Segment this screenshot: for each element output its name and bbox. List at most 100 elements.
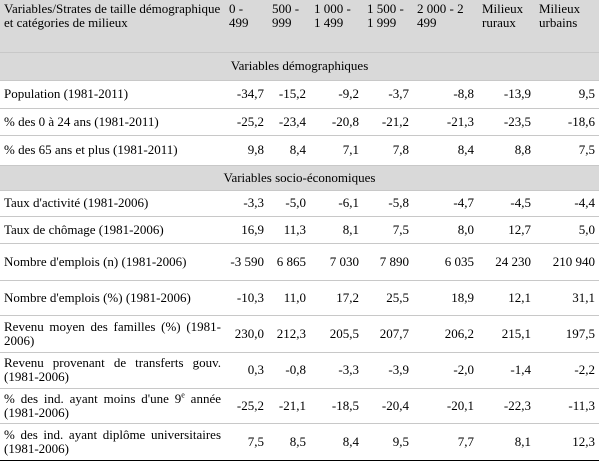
cell-value: 8,4 <box>268 134 310 165</box>
column-header: 0 - 499 <box>225 0 268 52</box>
data-row: Population (1981-2011) -34,7 -15,2 -9,2 -3,7… <box>0 79 599 108</box>
column-header: Milieux ruraux <box>478 0 535 52</box>
cell-value: 8,1 <box>478 422 535 461</box>
cell-value: 207,7 <box>363 314 413 352</box>
cell-value: -5,8 <box>363 189 413 216</box>
row-label: % des ind. ayant diplôme universitaires … <box>0 422 225 461</box>
row-label: % des ind. ayant moins d'une 9e année (1… <box>0 387 225 423</box>
section-title: Variables démographiques <box>0 51 599 80</box>
data-row: Nombre d'emplois (%) (1981-2006) -10,3 11,… <box>0 279 599 315</box>
section-title: Variables socio-économiques <box>0 164 599 190</box>
cell-value: -10,3 <box>225 279 268 315</box>
section-row: Variables démographiques <box>0 51 599 80</box>
data-row: % des ind. ayant diplôme universitaires … <box>0 422 599 461</box>
row-label: Taux de chômage (1981-2006) <box>0 215 225 243</box>
cell-value: 7,5 <box>363 215 413 243</box>
cell-value: 17,2 <box>310 279 363 315</box>
cell-value: 8,5 <box>268 422 310 461</box>
row-label: Revenu moyen des familles (%) (1981-2006… <box>0 314 225 352</box>
data-row: Revenu provenant de transferts gouv. (19… <box>0 351 599 388</box>
cell-value: 9,8 <box>225 134 268 165</box>
cell-value: -5,0 <box>268 189 310 216</box>
data-row: % des 0 à 24 ans (1981-2011) -25,2 -23,4 -2… <box>0 107 599 135</box>
cell-value: 7 890 <box>363 242 413 280</box>
cell-value: -11,3 <box>535 387 599 423</box>
cell-value: -20,8 <box>310 107 363 135</box>
cell-value: 5,0 <box>535 215 599 243</box>
cell-value: -34,7 <box>225 79 268 108</box>
data-row: Taux de chômage (1981-2006) 16,9 11,3 8,1 7,… <box>0 215 599 243</box>
cell-value: 31,1 <box>535 279 599 315</box>
cell-value: -20,1 <box>413 387 478 423</box>
cell-value: -21,2 <box>363 107 413 135</box>
cell-value: -3,3 <box>225 189 268 216</box>
cell-value: 7,8 <box>363 134 413 165</box>
cell-value: 18,9 <box>413 279 478 315</box>
data-row: % des ind. ayant moins d'une 9e année (1… <box>0 387 599 423</box>
cell-value: -4,7 <box>413 189 478 216</box>
cell-value: 9,5 <box>363 422 413 461</box>
cell-value: -23,5 <box>478 107 535 135</box>
cell-value: -6,1 <box>310 189 363 216</box>
cell-value: 8,4 <box>413 134 478 165</box>
cell-value: 215,1 <box>478 314 535 352</box>
cell-value: 12,7 <box>478 215 535 243</box>
cell-value: 12,3 <box>535 422 599 461</box>
cell-value: -25,2 <box>225 387 268 423</box>
cell-value: -3,9 <box>363 351 413 388</box>
row-label: Nombre d'emplois (n) (1981-2006) <box>0 242 225 280</box>
cell-value: 7,7 <box>413 422 478 461</box>
row-label: Population (1981-2011) <box>0 79 225 108</box>
cell-value: 0,3 <box>225 351 268 388</box>
cell-value: -1,4 <box>478 351 535 388</box>
column-header: 2 000 - 2 499 <box>413 0 478 52</box>
cell-value: 11,3 <box>268 215 310 243</box>
cell-value: 8,1 <box>310 215 363 243</box>
cell-value: 9,5 <box>535 79 599 108</box>
cell-value: -23,4 <box>268 107 310 135</box>
column-header: 1 500 - 1 999 <box>363 0 413 52</box>
cell-value: 7,5 <box>535 134 599 165</box>
cell-value: 25,5 <box>363 279 413 315</box>
data-row: Nombre d'emplois (n) (1981-2006) -3 590 6 … <box>0 242 599 280</box>
cell-value: -3,3 <box>310 351 363 388</box>
cell-value: 230,0 <box>225 314 268 352</box>
cell-value: -3,7 <box>363 79 413 108</box>
row-label: Taux d'activité (1981-2006) <box>0 189 225 216</box>
cell-value: -22,3 <box>478 387 535 423</box>
label-part: e <box>181 390 185 400</box>
cell-value: 6 865 <box>268 242 310 280</box>
section-row: Variables socio-économiques <box>0 164 599 190</box>
cell-value: 24 230 <box>478 242 535 280</box>
cell-value: 7,1 <box>310 134 363 165</box>
cell-value: -15,2 <box>268 79 310 108</box>
row-label: % des 0 à 24 ans (1981-2011) <box>0 107 225 135</box>
cell-value: 7,5 <box>225 422 268 461</box>
row-label: % des 65 ans et plus (1981-2011) <box>0 134 225 165</box>
column-header: Variables/Strates de taille démographiqu… <box>0 0 225 52</box>
data-row: Taux d'activité (1981-2006) -3,3 -5,0 -6,1-… <box>0 189 599 216</box>
cell-value: -20,4 <box>363 387 413 423</box>
cell-value: -3 590 <box>225 242 268 280</box>
column-header: Milieux urbains <box>535 0 599 52</box>
cell-value: -18,5 <box>310 387 363 423</box>
cell-value: -9,2 <box>310 79 363 108</box>
cell-value: 210 940 <box>535 242 599 280</box>
row-label: Revenu provenant de transferts gouv. (19… <box>0 351 225 388</box>
cell-value: -2,0 <box>413 351 478 388</box>
cell-value: 11,0 <box>268 279 310 315</box>
cell-value: -21,3 <box>413 107 478 135</box>
cell-value: -4,5 <box>478 189 535 216</box>
label-part: % des ind. ayant moins d'une 9 <box>4 390 182 406</box>
data-row: Revenu moyen des familles (%) (1981-2006… <box>0 314 599 352</box>
label-part: année (1981-2006) <box>4 390 221 420</box>
cell-value: -25,2 <box>225 107 268 135</box>
cell-value: -18,6 <box>535 107 599 135</box>
cell-value: -13,9 <box>478 79 535 108</box>
cell-value: 16,9 <box>225 215 268 243</box>
cell-value: 12,1 <box>478 279 535 315</box>
header-row: Variables/Strates de taille démographiqu… <box>0 0 599 52</box>
cell-value: 7 030 <box>310 242 363 280</box>
cell-value: 212,3 <box>268 314 310 352</box>
